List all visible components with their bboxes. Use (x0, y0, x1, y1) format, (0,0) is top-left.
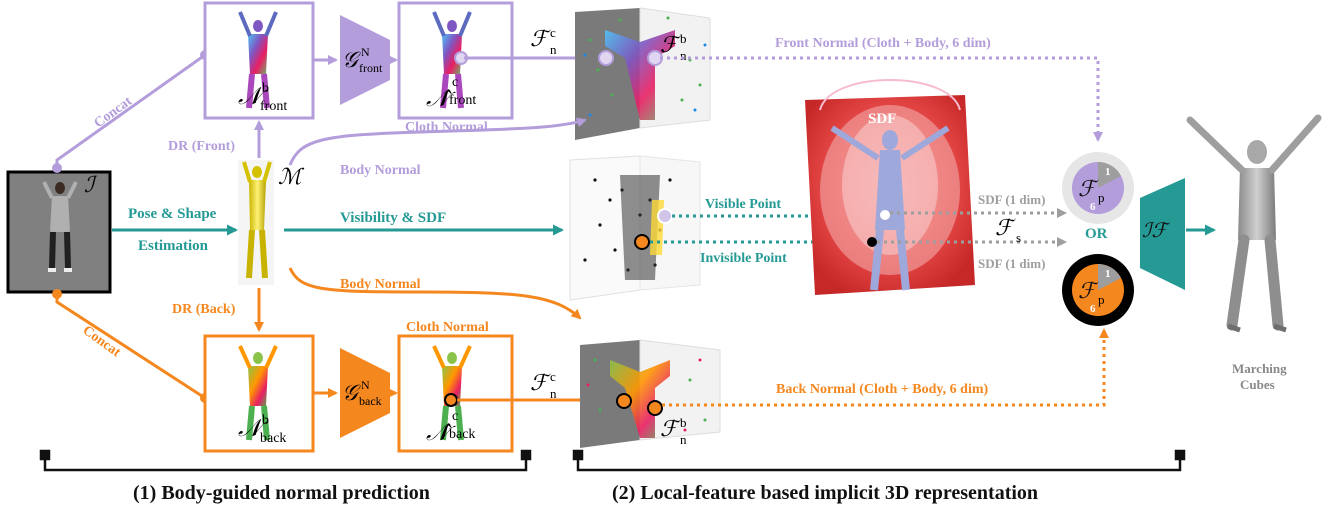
Fn-b-top-sub: n (680, 48, 687, 63)
symbol-M: ℳ (278, 165, 305, 190)
symbol-Fn-c-top: ℱ (530, 27, 551, 52)
Fn-c-bot-sub: n (550, 386, 557, 401)
Nhat-back-sup: c (452, 409, 458, 424)
Fn-b-bot-sub: n (680, 432, 687, 447)
pie-top-six: 6 (1090, 201, 1096, 213)
body-normal-front-mesh (238, 11, 278, 109)
G-front-sub: front (359, 61, 383, 75)
Fn-c-top-sup: c (550, 25, 556, 40)
estimation-label: Estimation (138, 238, 209, 254)
smpl-body: ℳ (238, 160, 305, 285)
Nhat-back-sub: back (449, 427, 475, 442)
cloth-normal-back-label: Cloth Normal (406, 320, 489, 335)
N-front-sup: b (262, 81, 269, 96)
cubes-label: Cubes (1240, 377, 1275, 392)
visible-point-label: Visible Point (705, 197, 781, 212)
body-normal-back-label: Body Normal (340, 277, 421, 292)
sdf-1dim-bottom-label: SDF (1 dim) (978, 256, 1045, 271)
generator-back (340, 348, 390, 438)
bracket-right (572, 449, 1186, 472)
back-normal-label: Back Normal (Cloth + Body, 6 dim) (776, 382, 988, 397)
pie-top-one: 1 (1105, 166, 1111, 178)
sdf-1dim-top-label: SDF (1 dim) (978, 192, 1045, 207)
symbol-Fn-b-bot: ℱ (660, 417, 681, 442)
dr-front-label: DR (Front) (168, 139, 235, 154)
back-branch: Concat 𝒩 b back 𝒢 N back Cloth Normal 𝒩̂… (52, 289, 1109, 453)
symbol-Fp-bot: ℱ (1078, 279, 1099, 304)
symbol-G-front: 𝒢 (342, 48, 361, 73)
pie-bot-six: 6 (1090, 303, 1096, 315)
G-back-sup: N (361, 378, 370, 392)
symbol-Fn-c-bot: ℱ (530, 371, 551, 396)
symbol-Fp-top: ℱ (1078, 177, 1099, 202)
N-front-sub: front (260, 99, 287, 114)
caption-left: (1) Body-guided normal prediction (133, 482, 430, 504)
front-normal-line (660, 56, 1103, 142)
Fp-bot-sub: p (1098, 292, 1105, 307)
marching-label: Marching (1232, 361, 1287, 376)
symbol-IF: ℐℱ (1142, 218, 1170, 242)
feature-pie-invisible (1062, 254, 1134, 326)
body-normal-back-mesh (238, 345, 278, 441)
concat-front-label: Concat (92, 94, 136, 131)
or-label: OR (1085, 226, 1108, 242)
sdf-title: SDF (868, 111, 896, 127)
input-image: ℐ (6, 170, 112, 294)
Fn-b-top-sup: b (680, 31, 687, 46)
N-back-sup: b (262, 413, 269, 428)
Fn-c-bot-sup: c (550, 369, 556, 384)
Fn-c-top-sub: n (550, 42, 557, 57)
sdf-volume (805, 79, 975, 295)
G-front-sup: N (361, 45, 370, 59)
point-cloud-back (580, 339, 721, 448)
symbol-Fs: ℱ (995, 216, 1016, 241)
Fs-sub: s (1016, 230, 1021, 245)
Fn-b-bot-sup: b (680, 415, 687, 430)
symbol-G-back: 𝒢 (342, 381, 361, 406)
output-mesh (1186, 114, 1322, 333)
dr-back-label: DR (Back) (172, 302, 236, 317)
N-back-sub: back (260, 431, 286, 446)
person-photo (42, 181, 78, 272)
caption-right: (2) Local-feature based implicit 3D repr… (612, 482, 1038, 504)
symbol-Fn-b-top: ℱ (660, 33, 681, 58)
visibility-sdf-label: Visibility & SDF (340, 210, 446, 226)
bracket-left (39, 449, 532, 472)
Fp-top-sub: p (1098, 190, 1105, 205)
feature-pie-visible (1062, 152, 1134, 224)
point-cloud-visibility (569, 155, 701, 301)
generator-front (340, 15, 390, 105)
body-normal-back-curve (288, 267, 582, 320)
implicit-function-block (1140, 178, 1185, 290)
back-normal-line (662, 328, 1109, 407)
body-normal-front-label: Body Normal (340, 163, 421, 178)
invisible-point-label: Invisible Point (700, 251, 787, 266)
pie-bot-one: 1 (1105, 268, 1111, 280)
front-branch: Concat 𝒩 b front 𝒢 N front 𝒩̂ c (52, 1, 1103, 173)
body-normal-front-curve (288, 117, 587, 166)
cloth-normal-front-mesh (432, 11, 472, 109)
pose-shape-label: Pose & Shape (128, 206, 217, 222)
front-normal-label: Front Normal (Cloth + Body, 6 dim) (775, 36, 991, 51)
point-cloud-front (575, 7, 711, 140)
G-back-sub: back (359, 394, 382, 408)
Nhat-front-sub: front (449, 93, 476, 108)
Nhat-front-sup: c (452, 75, 458, 90)
